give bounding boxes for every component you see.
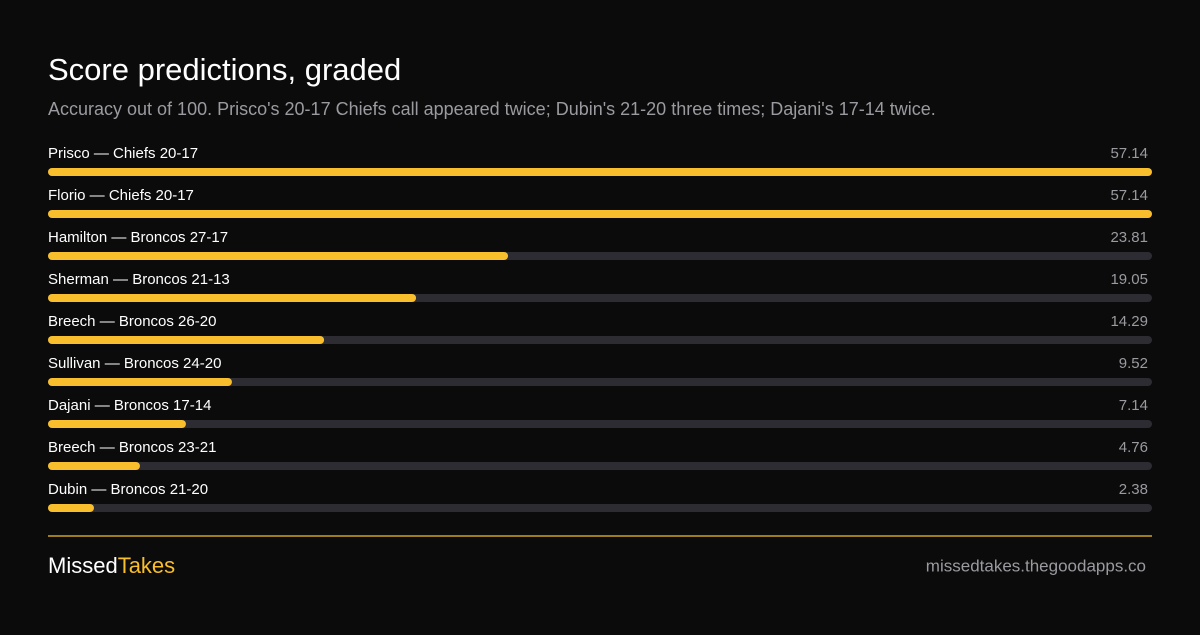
bar-track bbox=[48, 378, 1152, 386]
brand-part: Takes bbox=[118, 553, 175, 578]
brand-part: Missed bbox=[48, 553, 118, 578]
bar-label: Hamilton — Broncos 27-17 bbox=[48, 229, 228, 246]
bar bbox=[48, 504, 94, 512]
bar bbox=[48, 420, 186, 428]
value-label: 4.76 bbox=[1119, 439, 1148, 456]
bar bbox=[48, 336, 325, 344]
footer-url: missedtakes.thegoodapps.co bbox=[926, 556, 1146, 575]
value-label: 19.05 bbox=[1110, 271, 1148, 288]
value-label: 23.81 bbox=[1110, 229, 1148, 246]
chart-subtitle: Accuracy out of 100. Prisco's 20-17 Chie… bbox=[48, 99, 936, 119]
bar-label: Dubin — Broncos 21-20 bbox=[48, 481, 208, 498]
bar-label: Florio — Chiefs 20-17 bbox=[48, 187, 194, 204]
bar-label: Sullivan — Broncos 24-20 bbox=[48, 355, 221, 372]
value-label: 2.38 bbox=[1119, 481, 1148, 498]
bar-label: Breech — Broncos 23-21 bbox=[48, 439, 216, 456]
bar-label: Dajani — Broncos 17-14 bbox=[48, 397, 211, 414]
value-label: 9.52 bbox=[1119, 355, 1148, 372]
bar-label: Prisco — Chiefs 20-17 bbox=[48, 145, 198, 162]
bar bbox=[48, 462, 140, 470]
bar-label: Sherman — Broncos 21-13 bbox=[48, 271, 230, 288]
bar-track bbox=[48, 462, 1152, 470]
chart-title: Score predictions, graded bbox=[48, 52, 401, 87]
bar bbox=[48, 210, 1152, 218]
bar-track bbox=[48, 420, 1152, 428]
bar bbox=[48, 168, 1152, 176]
value-label: 57.14 bbox=[1110, 187, 1148, 204]
bar bbox=[48, 252, 509, 260]
bar-track bbox=[48, 504, 1152, 512]
value-label: 7.14 bbox=[1119, 397, 1148, 414]
brand: MissedTakes bbox=[48, 553, 175, 578]
bar-track bbox=[48, 336, 1152, 344]
bar-label: Breech — Broncos 26-20 bbox=[48, 313, 216, 330]
value-label: 57.14 bbox=[1110, 145, 1148, 162]
bar bbox=[48, 378, 232, 386]
bar bbox=[48, 294, 417, 302]
value-label: 14.29 bbox=[1110, 313, 1148, 330]
